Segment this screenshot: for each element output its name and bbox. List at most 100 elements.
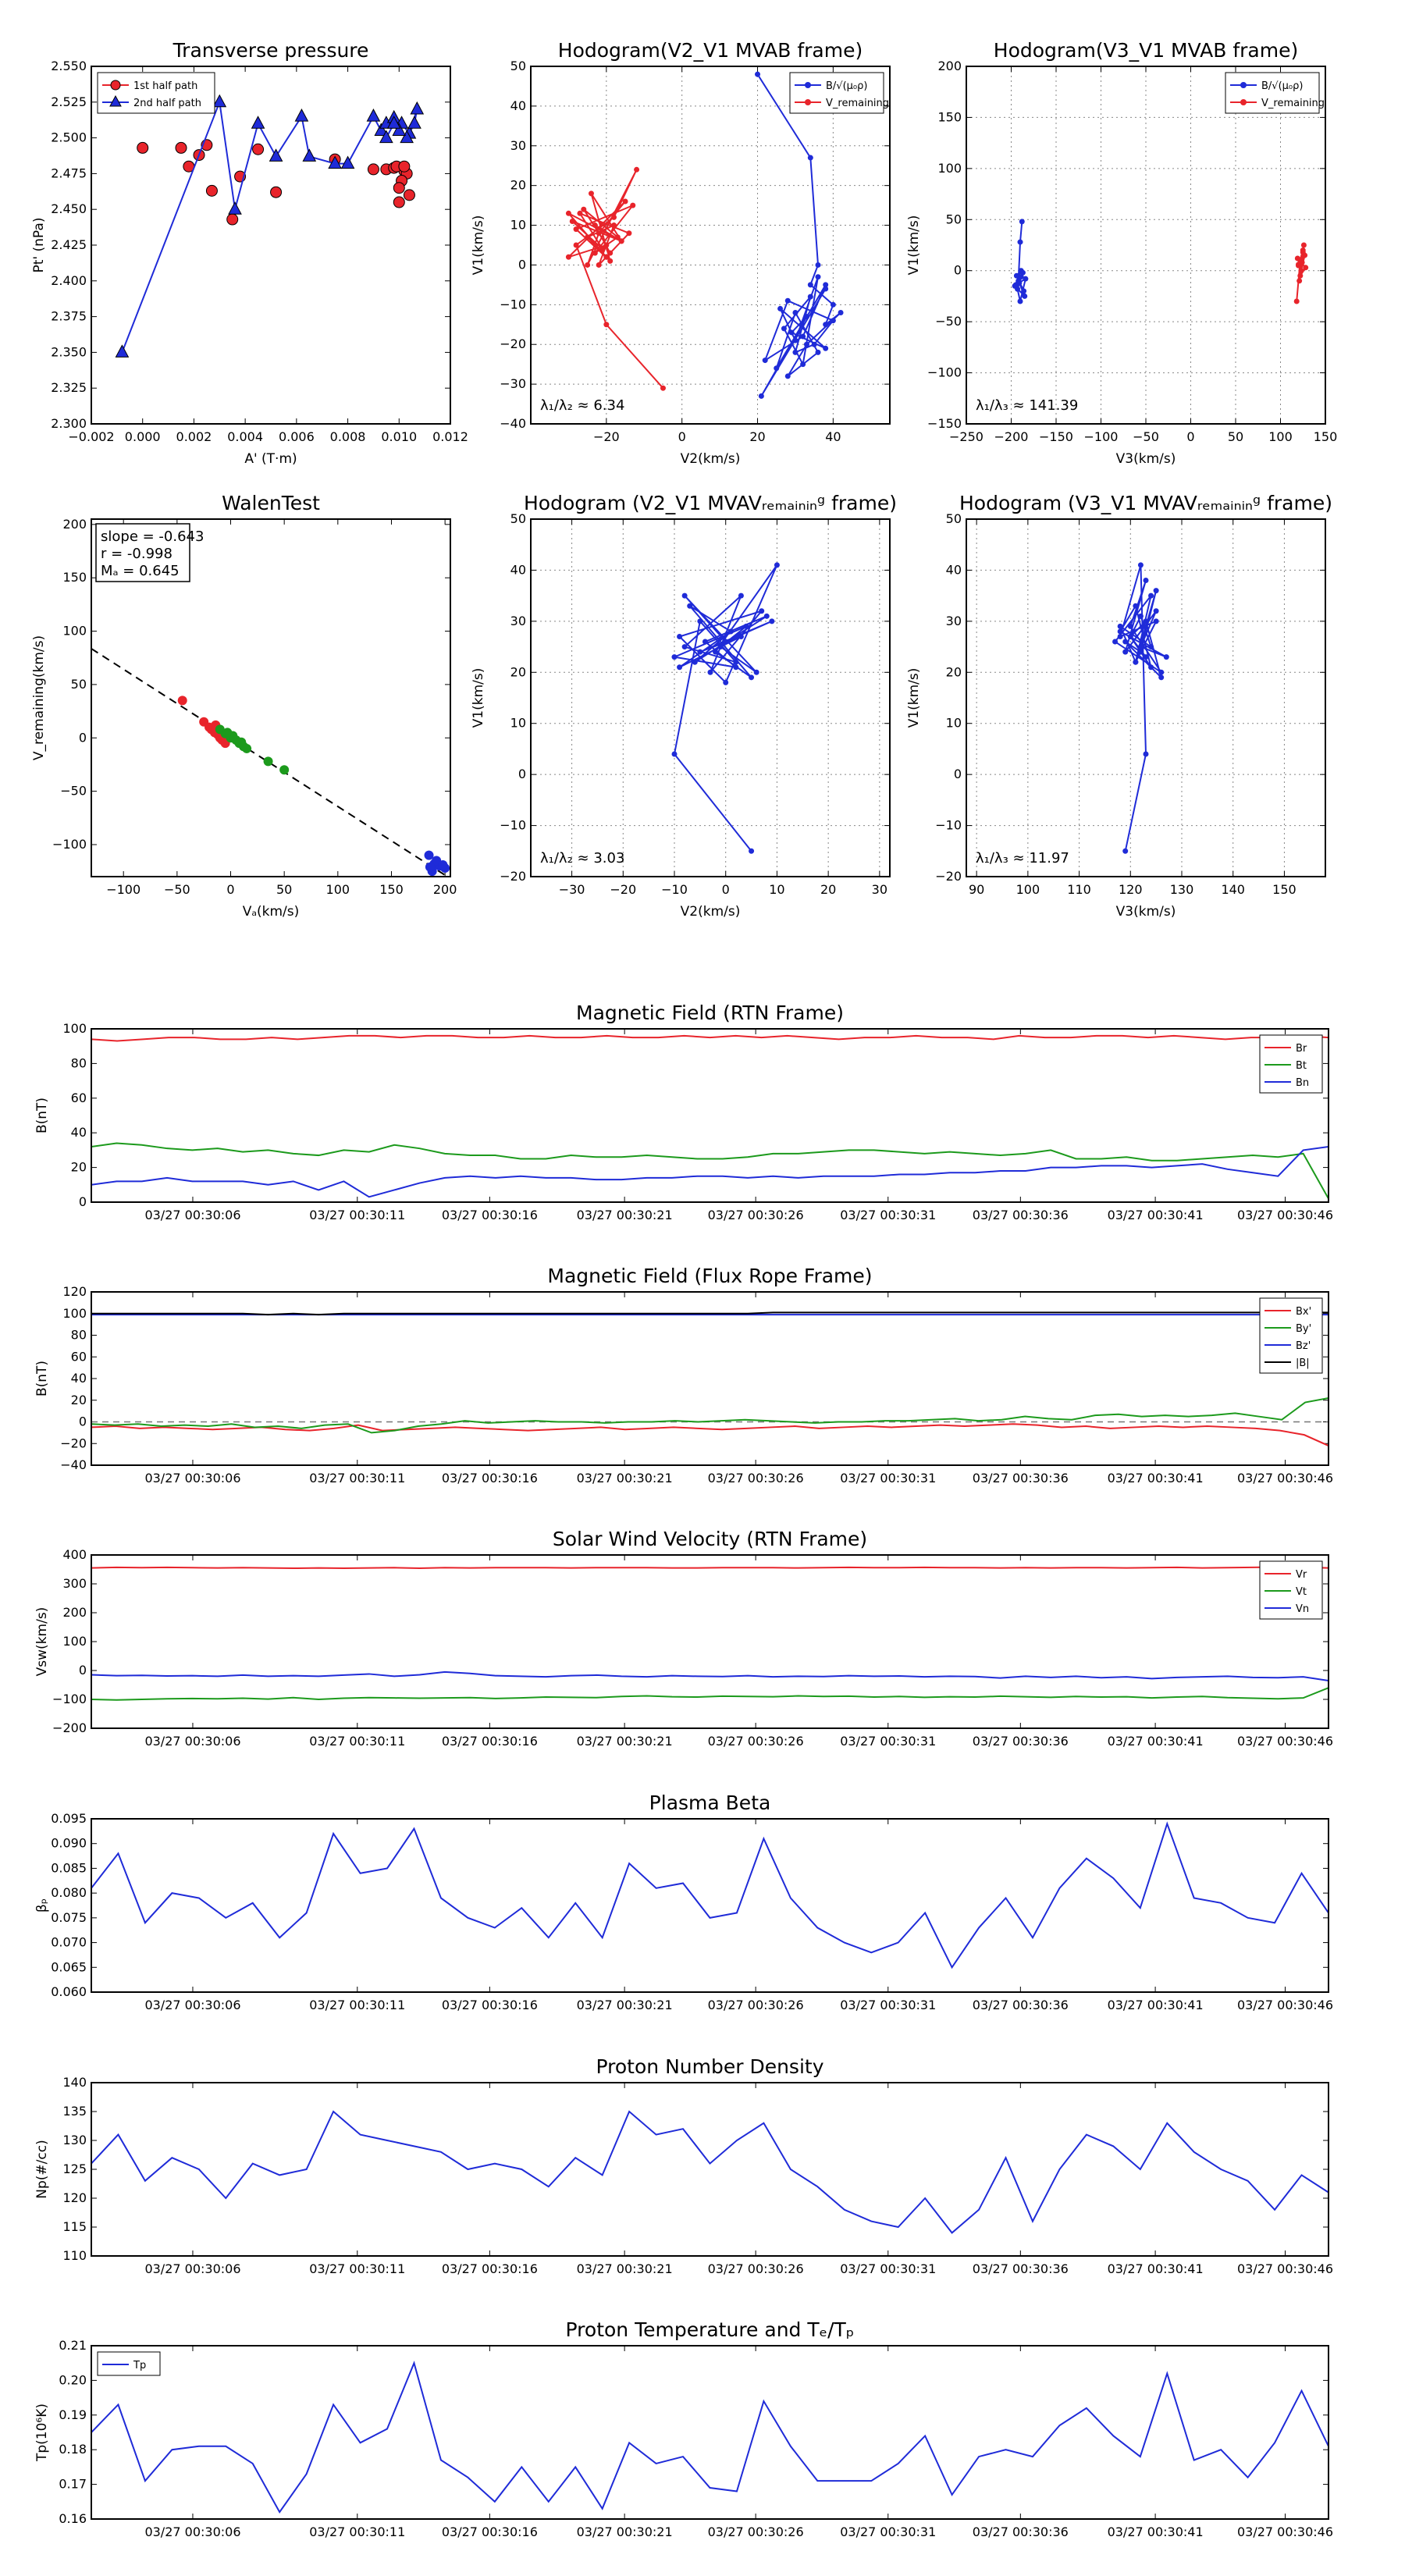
y-tick-label: −30 — [500, 376, 526, 391]
legend-label: Bz' — [1296, 1340, 1311, 1352]
x-tick-label: 130 — [1170, 882, 1194, 897]
x-axis-label: V2(km/s) — [681, 904, 741, 920]
series-v-point — [713, 649, 719, 655]
plot-area — [91, 1034, 1329, 1200]
x-tick-label: 03/27 00:30:36 — [973, 1471, 1069, 1485]
series-b--point — [830, 301, 836, 308]
x-tick-label: 03/27 00:30:41 — [1108, 1208, 1204, 1222]
series-v-remaining-point — [596, 230, 602, 237]
series-b--point — [807, 155, 813, 161]
series-v-remaining-point — [565, 210, 571, 216]
axes-frame — [966, 66, 1326, 425]
x-tick-label: 03/27 00:30:46 — [1237, 2261, 1333, 2276]
series-v-remaining-point — [660, 385, 666, 391]
x-tick-label: 03/27 00:30:36 — [973, 1208, 1069, 1222]
legend-label: |B| — [1296, 1357, 1310, 1369]
series-tp-line — [91, 2361, 1329, 2514]
y-tick-label: 0.095 — [51, 1811, 87, 1826]
series-v-point — [671, 751, 678, 757]
legend: B/√(μ₀ρ) V_remaining — [789, 72, 889, 114]
series-v-point — [1137, 613, 1144, 619]
series-b--point — [777, 305, 784, 311]
x-tick-label: 100 — [1016, 882, 1040, 897]
y-tick-label: 0.18 — [59, 2442, 87, 2457]
x-tick-label: 03/27 00:30:11 — [309, 1208, 405, 1222]
y-tick-label: −10 — [500, 297, 526, 311]
x-tick-label: 03/27 00:30:31 — [840, 1734, 936, 1749]
chart-solar_wind_velocity_rtn: Solar Wind Velocity (RTN Frame) −200 −100 0… — [34, 1528, 1333, 1749]
x-tick-label: −30 — [559, 882, 585, 897]
x-tick-label: 03/27 00:30:36 — [973, 2261, 1069, 2276]
x-axis-label: V3(km/s) — [1116, 451, 1176, 467]
series-v-point — [1148, 664, 1154, 671]
y-tick-label: 30 — [510, 614, 526, 628]
y-tick-label: −20 — [935, 869, 962, 884]
y-tick-label: 150 — [937, 109, 962, 124]
x-tick-label: 03/27 00:30:26 — [708, 1471, 804, 1485]
y-tick-label: 30 — [510, 138, 526, 153]
y-tick-label: 100 — [62, 1021, 87, 1036]
x-axis-label: Vₐ(km/s) — [243, 904, 300, 920]
x-tick-label: 03/27 00:30:11 — [309, 1734, 405, 1749]
series-b--point — [792, 310, 799, 316]
series-v-point — [733, 664, 739, 671]
annotation-text: λ₁/λ₃ ≈ 141.39 — [976, 397, 1078, 414]
series-v-point — [677, 633, 683, 639]
series-b--point — [823, 286, 829, 292]
y-axis-label: V1(km/s) — [471, 215, 486, 276]
legend-label: Bt — [1296, 1060, 1307, 1072]
y-tick-label: 20 — [71, 1160, 87, 1175]
series-v-remaining-point — [1297, 272, 1304, 279]
series-b--line — [756, 73, 841, 397]
series-b--point — [800, 361, 806, 368]
series-1st-half-path-point — [226, 213, 239, 226]
series-vn-line — [91, 1670, 1329, 1681]
y-axis-label: Pt' (nPa) — [31, 218, 47, 273]
series-bt-line — [91, 1142, 1329, 1200]
x-tick-label: 0.010 — [381, 429, 417, 444]
series-b--point — [807, 282, 813, 288]
x-tick-label: 03/27 00:30:31 — [840, 1998, 936, 2012]
legend: 1st half path 2nd half path — [97, 72, 215, 114]
series-b--point — [1018, 274, 1024, 280]
x-tick-label: 150 — [1272, 882, 1297, 897]
legend: Vr Vt Vn — [1259, 1560, 1323, 1620]
series-v-point — [717, 644, 724, 650]
series-v-remaining-point — [592, 250, 598, 256]
y-tick-label: 140 — [62, 2075, 87, 2090]
series-green-point — [263, 756, 273, 767]
x-tick-label: 03/27 00:30:26 — [708, 1208, 804, 1222]
y-axis-label: B(nT) — [34, 1098, 50, 1133]
x-tick-label: 03/27 00:30:31 — [840, 1471, 936, 1485]
series-v-point — [707, 669, 713, 675]
x-tick-label: −100 — [106, 882, 140, 897]
legend: Bx' By' Bz' |B| — [1259, 1297, 1323, 1374]
plot-area — [91, 648, 450, 877]
legend-marker — [805, 99, 811, 105]
y-tick-label: 0.085 — [51, 1860, 87, 1875]
series-1st-half-path-point — [175, 141, 187, 154]
series-2nd-half-path-point — [212, 94, 227, 108]
y-tick-label: 80 — [71, 1328, 87, 1343]
axes-frame — [530, 518, 891, 877]
series-v-remaining-point — [585, 234, 591, 240]
series-2nd-half-path-point — [340, 155, 355, 169]
series-v-point — [1127, 623, 1133, 629]
series-v-point — [738, 592, 744, 599]
x-tick-label: 03/27 00:30:06 — [144, 1734, 240, 1749]
series-b--point — [830, 318, 836, 324]
chart-magnetic_field_flux_rope: Magnetic Field (Flux Rope Frame) −40 −20 0 2… — [34, 1265, 1333, 1485]
series-1st-half-path-point — [393, 182, 405, 194]
x-tick-label: 40 — [825, 429, 841, 444]
y-tick-label: 50 — [946, 212, 962, 226]
series-b--point — [784, 373, 791, 379]
series-green-point — [222, 728, 233, 738]
y-tick-label: −200 — [52, 1720, 87, 1735]
axes-frame — [530, 66, 891, 425]
series-v-remaining-point — [607, 258, 614, 264]
series-v-point — [1143, 654, 1149, 660]
y-tick-label: 0.16 — [59, 2511, 87, 2526]
legend-label: Vr — [1296, 1569, 1307, 1581]
series-bn-line — [91, 1145, 1329, 1198]
series-v-point — [697, 618, 703, 624]
